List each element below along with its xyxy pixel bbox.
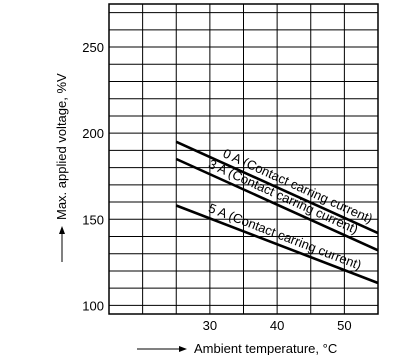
y-axis-arrow-head: [59, 226, 65, 234]
x-tick-label: 50: [337, 318, 351, 333]
y-tick-label: 200: [82, 126, 104, 141]
series-line: [175, 204, 379, 285]
y-tick-label: 250: [82, 40, 104, 55]
x-tick-labels: 30 40 50: [203, 318, 352, 333]
x-axis-arrow-head: [179, 346, 187, 352]
x-tick-label: 40: [270, 318, 284, 333]
plot-frame: [108, 3, 379, 315]
x-axis-title: Ambient temperature, °C: [194, 341, 337, 355]
y-tick-label: 100: [82, 298, 104, 313]
grid: [109, 4, 378, 314]
x-axis-title-group: Ambient temperature, °C: [137, 341, 337, 355]
y-axis-title: Max. applied voltage, %V: [54, 73, 69, 220]
y-axis-title-group: Max. applied voltage, %V: [54, 73, 69, 262]
y-tick-label: 150: [82, 212, 104, 227]
y-tick-labels: 100 150 200 250: [82, 40, 104, 313]
series-lines: [175, 140, 379, 285]
x-tick-label: 30: [203, 318, 217, 333]
series-line: [175, 157, 379, 252]
series-line: [175, 140, 379, 235]
